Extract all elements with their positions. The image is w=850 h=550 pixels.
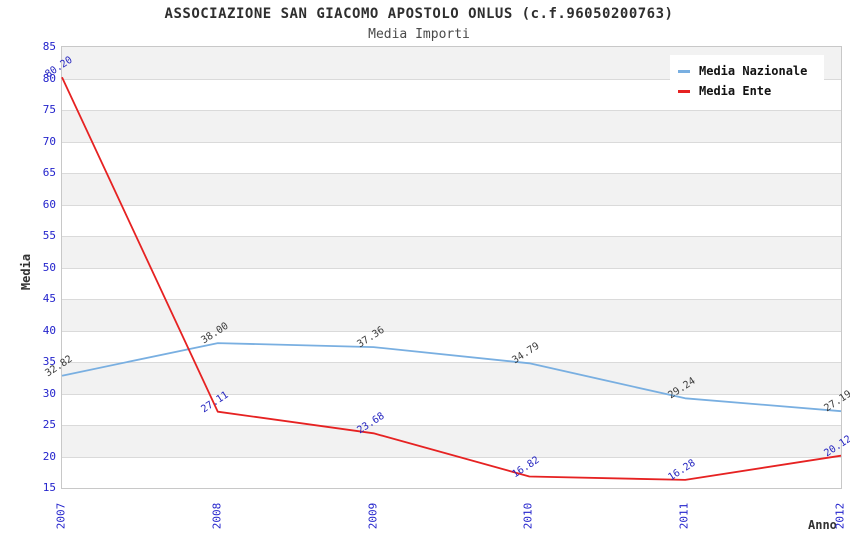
x-tick-label: 2010: [521, 502, 535, 530]
plot-band: [62, 299, 841, 331]
gridline: [62, 173, 841, 174]
plot-band: [62, 362, 841, 394]
legend-swatch-media-ente: [678, 89, 690, 93]
series-line-media-nazionale: [61, 342, 842, 413]
y-tick-label: 15: [42, 481, 56, 494]
x-tick-label: 2009: [366, 502, 380, 530]
legend: Media Nazionale Media Ente: [670, 55, 824, 108]
y-tick-label: 60: [42, 197, 56, 211]
y-tick-label: 85: [42, 40, 56, 53]
plot-area: 32.82 38.00 37.36 34.79 29.24 27.19 80.20 27.11…: [43, 46, 850, 489]
legend-item-media-nazionale: Media Nazionale: [678, 64, 824, 78]
chart-subtitle: Media Importi: [368, 27, 470, 42]
gridline: [62, 267, 841, 269]
plot-band: [62, 425, 841, 457]
gridline: [62, 362, 841, 363]
y-tick-label: 35: [42, 355, 56, 368]
y-tick-label: 65: [42, 166, 56, 179]
series-lines: [61, 76, 842, 481]
y-tick-label: 30: [42, 386, 56, 400]
gridline: [62, 393, 841, 395]
plot-band: [62, 173, 841, 205]
legend-label: Media Nazionale: [699, 64, 808, 78]
legend-label: Media Ente: [699, 84, 772, 98]
gridline: [62, 204, 841, 206]
y-tick-label: 55: [42, 229, 56, 242]
gridline: [62, 236, 841, 237]
gridline: [62, 456, 841, 458]
plot-band: [62, 236, 841, 268]
y-tick-label: 70: [42, 134, 56, 148]
x-tick-label: 2008: [210, 502, 224, 530]
y-tick-label: 25: [42, 418, 56, 431]
y-tick-label: 80: [42, 71, 56, 85]
gridline: [62, 110, 841, 111]
gridline: [62, 425, 841, 426]
gridline: [62, 78, 841, 80]
chart-title: ASSOCIAZIONE SAN GIACOMO APOSTOLO ONLUS …: [164, 6, 674, 22]
legend-item-media-ente: Media Ente: [678, 84, 824, 98]
y-tick-label: 50: [42, 260, 56, 274]
y-tick-label: 75: [42, 103, 56, 116]
x-tick-label: 2007: [54, 502, 68, 530]
legend-swatch-media-nazionale: [678, 69, 690, 73]
gridline: [62, 141, 841, 143]
y-tick-label: 20: [42, 449, 56, 463]
x-tick-label: 2012: [833, 502, 847, 530]
series-line-media-ente: [61, 76, 842, 481]
y-tick-label: 40: [42, 323, 56, 337]
x-tick-label: 2011: [677, 502, 691, 530]
gridline: [62, 330, 841, 332]
gridline: [62, 299, 841, 300]
plot-band: [62, 110, 841, 142]
y-tick-label: 45: [42, 292, 56, 305]
x-axis-title: Anno: [808, 518, 837, 532]
